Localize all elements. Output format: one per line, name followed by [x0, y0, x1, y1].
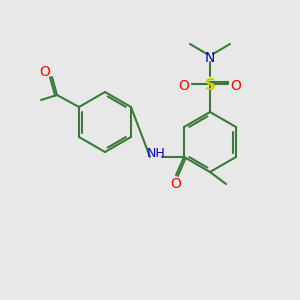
Text: O: O	[40, 65, 50, 80]
Text: O: O	[231, 79, 242, 92]
Text: S: S	[205, 78, 215, 93]
Text: N: N	[205, 52, 215, 65]
Text: O: O	[178, 79, 189, 92]
Text: NH: NH	[147, 147, 165, 160]
Text: O: O	[171, 176, 182, 190]
